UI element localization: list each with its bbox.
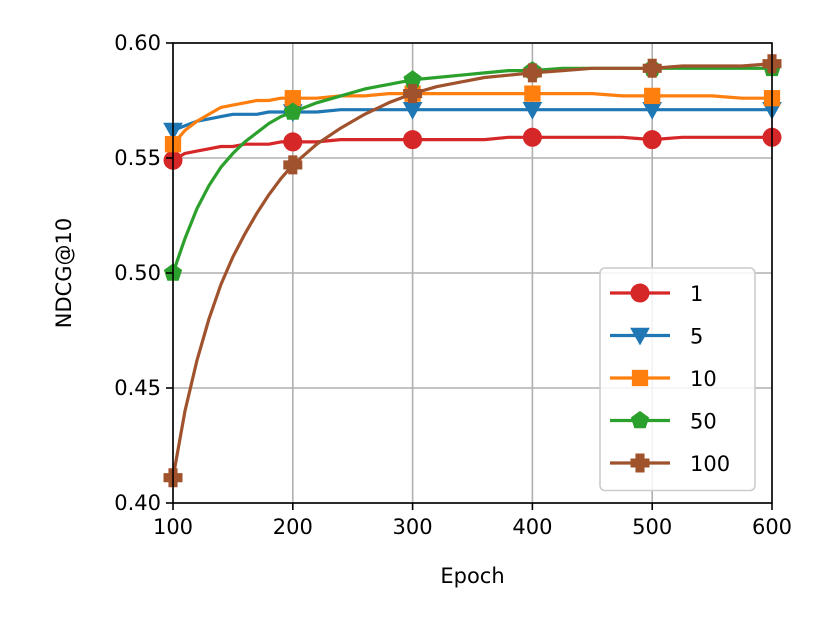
y-tick-label: 0.50	[114, 261, 161, 285]
series-marker-100	[283, 155, 303, 175]
series-marker-5	[522, 102, 543, 120]
series-line-5	[171, 108, 774, 132]
legend-label: 100	[690, 452, 730, 476]
series-marker-1	[403, 130, 423, 150]
legend-label: 50	[690, 410, 717, 434]
series-line-10	[171, 91, 774, 146]
y-tick-label: 0.60	[114, 31, 161, 55]
y-axis-title: NDCG@10	[52, 218, 76, 329]
legend-box	[599, 267, 756, 492]
series-marker-1	[522, 127, 542, 147]
legend-label: 5	[690, 325, 703, 349]
legend-marker	[630, 327, 650, 346]
legend-label: 10	[690, 367, 717, 391]
legend-marker	[630, 453, 650, 473]
x-axis: 100 200 300 400 500 600	[153, 503, 792, 539]
series-marker-50	[283, 102, 302, 120]
legend-marker	[630, 283, 650, 303]
legend-item: 100	[610, 452, 730, 476]
legend-marker	[631, 369, 649, 387]
y-tick-label: 0.55	[114, 146, 161, 170]
legend-label: 1	[690, 282, 703, 306]
x-tick-label: 300	[393, 515, 433, 539]
legend-item: 5	[610, 325, 703, 349]
series-marker-10	[524, 85, 541, 102]
y-tick-label: 0.40	[114, 491, 161, 515]
series-marker-100	[522, 63, 542, 83]
series-line-100	[171, 62, 774, 480]
x-tick-label: 600	[752, 515, 792, 539]
series-marker-1	[642, 130, 662, 150]
x-tick-label: 100	[153, 515, 193, 539]
series-10	[164, 85, 781, 153]
legend-item: 1	[610, 282, 703, 306]
legend-item: 10	[610, 367, 717, 391]
series-layer	[163, 54, 782, 488]
series-1	[163, 127, 782, 170]
x-tick-label: 500	[632, 515, 672, 539]
series-marker-1	[283, 132, 303, 152]
legend-marker	[630, 410, 650, 429]
series-marker-100	[403, 84, 423, 104]
y-tick-label: 0.45	[114, 376, 161, 400]
series-line-1	[171, 135, 774, 162]
series-marker-10	[644, 87, 661, 105]
legend-item: 50	[610, 410, 717, 434]
x-axis-title: Epoch	[440, 564, 504, 588]
x-tick-label: 400	[512, 515, 552, 539]
x-tick-label: 200	[273, 515, 313, 539]
series-marker-100	[642, 58, 662, 78]
y-axis: 0.40 0.45 0.50 0.55 0.60	[114, 31, 173, 515]
legend: 1 5 10 50 100	[599, 267, 756, 492]
